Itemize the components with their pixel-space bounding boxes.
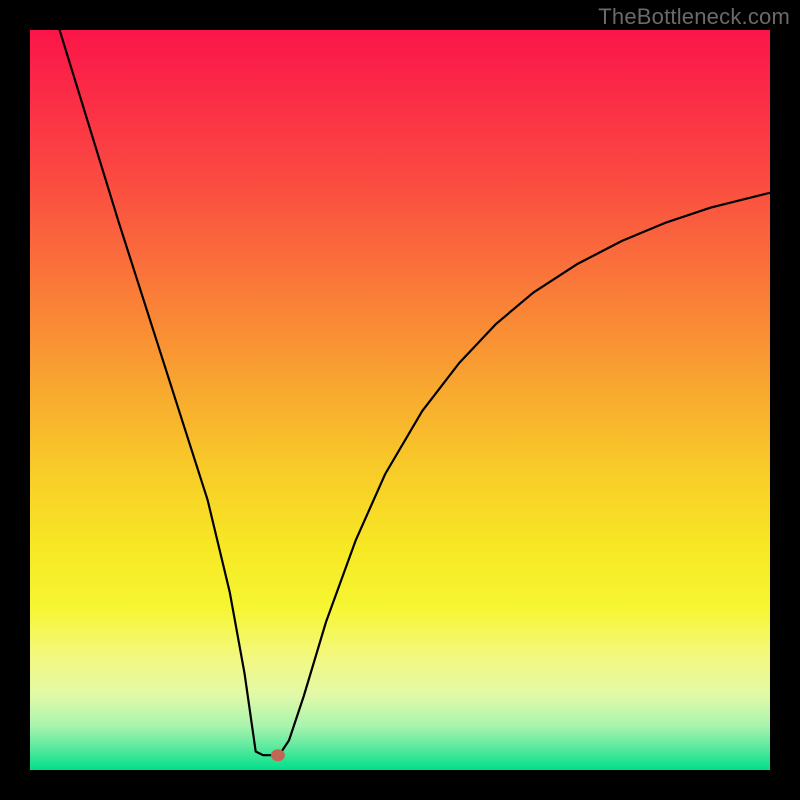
- frame-left: [0, 0, 30, 800]
- plot-background: [30, 30, 770, 770]
- watermark-text: TheBottleneck.com: [598, 4, 790, 30]
- min-marker: [271, 749, 285, 761]
- plot-svg: [30, 30, 770, 770]
- frame-right: [770, 0, 800, 800]
- frame-bottom: [0, 770, 800, 800]
- plot-area: [30, 30, 770, 770]
